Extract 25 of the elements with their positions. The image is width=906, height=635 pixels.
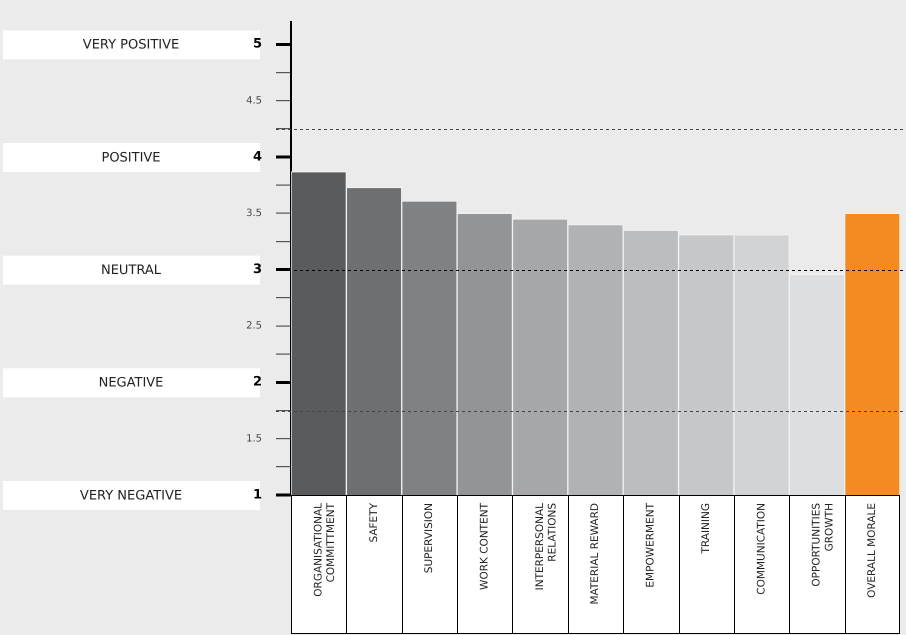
text: POSITIVE [101,150,161,166]
y-tick-label: 3 [252,262,262,278]
y-tick-label: 2 [252,374,262,390]
y-tick-label: 2.5 [246,320,262,332]
y-tick-label: 1.5 [246,433,262,444]
y-tick-label: 5 [252,36,262,52]
x-tick-label: OVERALL MORALE [866,503,878,598]
text: NEUTRAL [100,263,162,278]
x-tick-label: TRAINING [700,503,712,555]
y-tick-label: 3.5 [246,208,262,219]
y-tick-label: 4 [252,149,262,164]
x-tick-label: SAFETY [368,502,380,543]
y-tick-label: 4.5 [246,95,262,106]
x-tick-label: MATERIAL REWARD [589,503,602,605]
text: VERY POSITIVE [82,38,180,53]
x-tick-label: INTERPERSONAL RELATIONS [534,502,558,590]
text: VERY NEGATIVE [80,488,182,504]
text: NEGATIVE [98,376,164,391]
x-tick-label: WORK CONTENT [478,502,491,590]
x-tick-label: SUPERVISION [423,503,436,574]
x-tick-label: EMPOWERMENT [644,502,657,588]
y-tick-label: 1 [252,487,262,502]
x-tick-label: COMMUNICATION [755,503,768,595]
x-tick-label: ORGANISATIONAL COMMITTMENT [312,502,338,597]
x-tick-label: OPPORTUNITIES GROWTH [810,502,836,587]
